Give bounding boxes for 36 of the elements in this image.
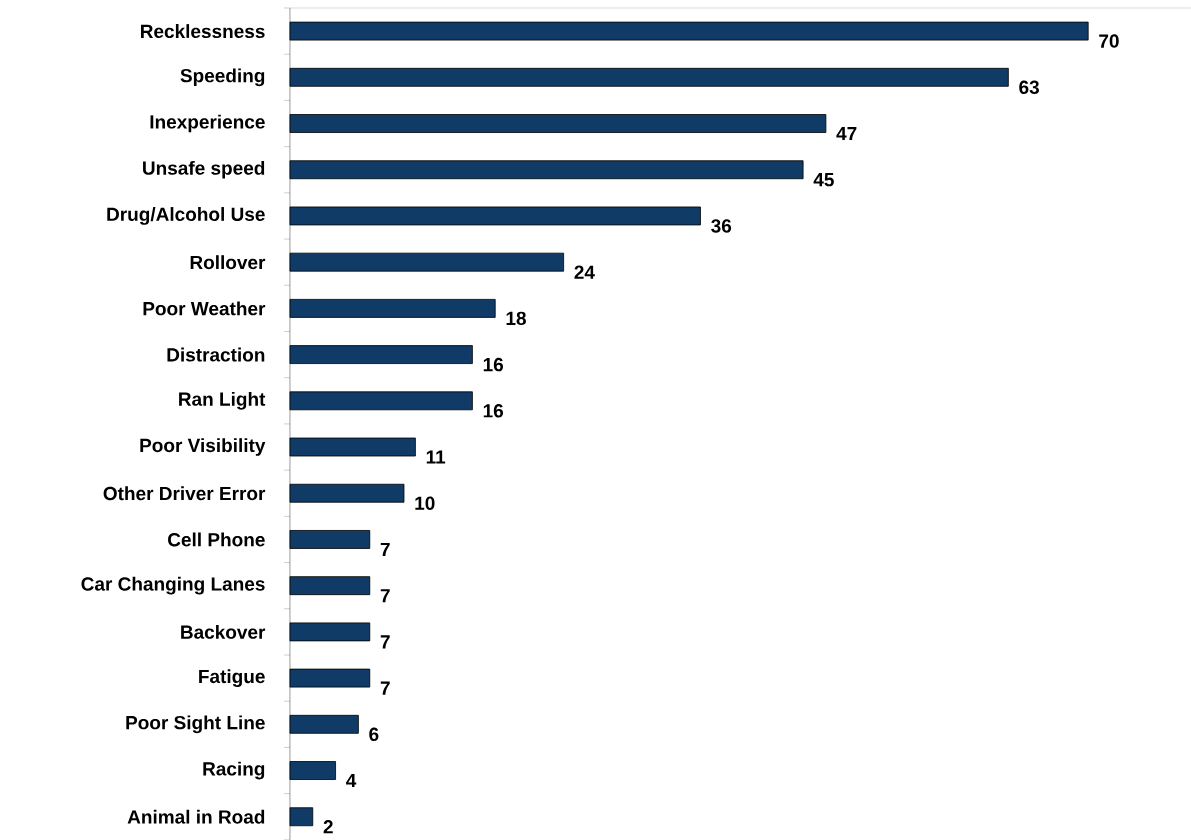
data-label: 4: [346, 773, 357, 788]
data-label: 7: [380, 542, 390, 556]
data-label: 63: [1019, 80, 1039, 95]
y-tick-label: Recklessness: [141, 24, 265, 39]
y-tick-label: Poor Sight Line: [126, 715, 265, 734]
y-tick-label: Poor Visibility: [140, 438, 266, 456]
y-tick-label: Poor Weather: [143, 301, 266, 316]
data-label: 6: [369, 727, 379, 742]
data-label: 16: [483, 404, 504, 418]
data-label: 7: [380, 635, 390, 649]
data-label: 47: [836, 126, 857, 141]
y-tick-label: Racing: [203, 761, 265, 780]
data-label: 45: [813, 173, 834, 187]
data-label: 7: [380, 589, 390, 603]
data-label: 18: [506, 311, 526, 326]
data-label: 70: [1099, 34, 1119, 48]
y-tick-label: Inexperience: [150, 114, 265, 133]
y-tick-label: Ran Light: [179, 391, 266, 410]
data-label: 36: [711, 219, 732, 233]
data-label: 16: [483, 357, 504, 372]
y-tick-label: Rollover: [190, 255, 266, 270]
y-tick-label: Unsafe speed: [143, 160, 265, 179]
data-label: 11: [426, 450, 446, 464]
data-label: 24: [574, 265, 595, 279]
y-tick-label: Other Driver Error: [103, 486, 266, 501]
data-label: 10: [415, 496, 435, 510]
data-label: 7: [380, 681, 390, 695]
data-label: 2: [323, 820, 333, 834]
y-tick-label: Backover: [181, 624, 266, 639]
y-tick-label: Distraction: [167, 347, 265, 362]
y-tick-label: Drug/Alcohol Use: [107, 207, 265, 225]
y-tick-label: Fatigue: [199, 669, 265, 687]
y-tick-label: Car Changing Lanes: [81, 576, 265, 595]
y-tick-label: Cell Phone: [168, 532, 265, 547]
y-tick-label: Speeding: [180, 68, 265, 87]
y-tick-label: Animal in Road: [127, 809, 265, 824]
